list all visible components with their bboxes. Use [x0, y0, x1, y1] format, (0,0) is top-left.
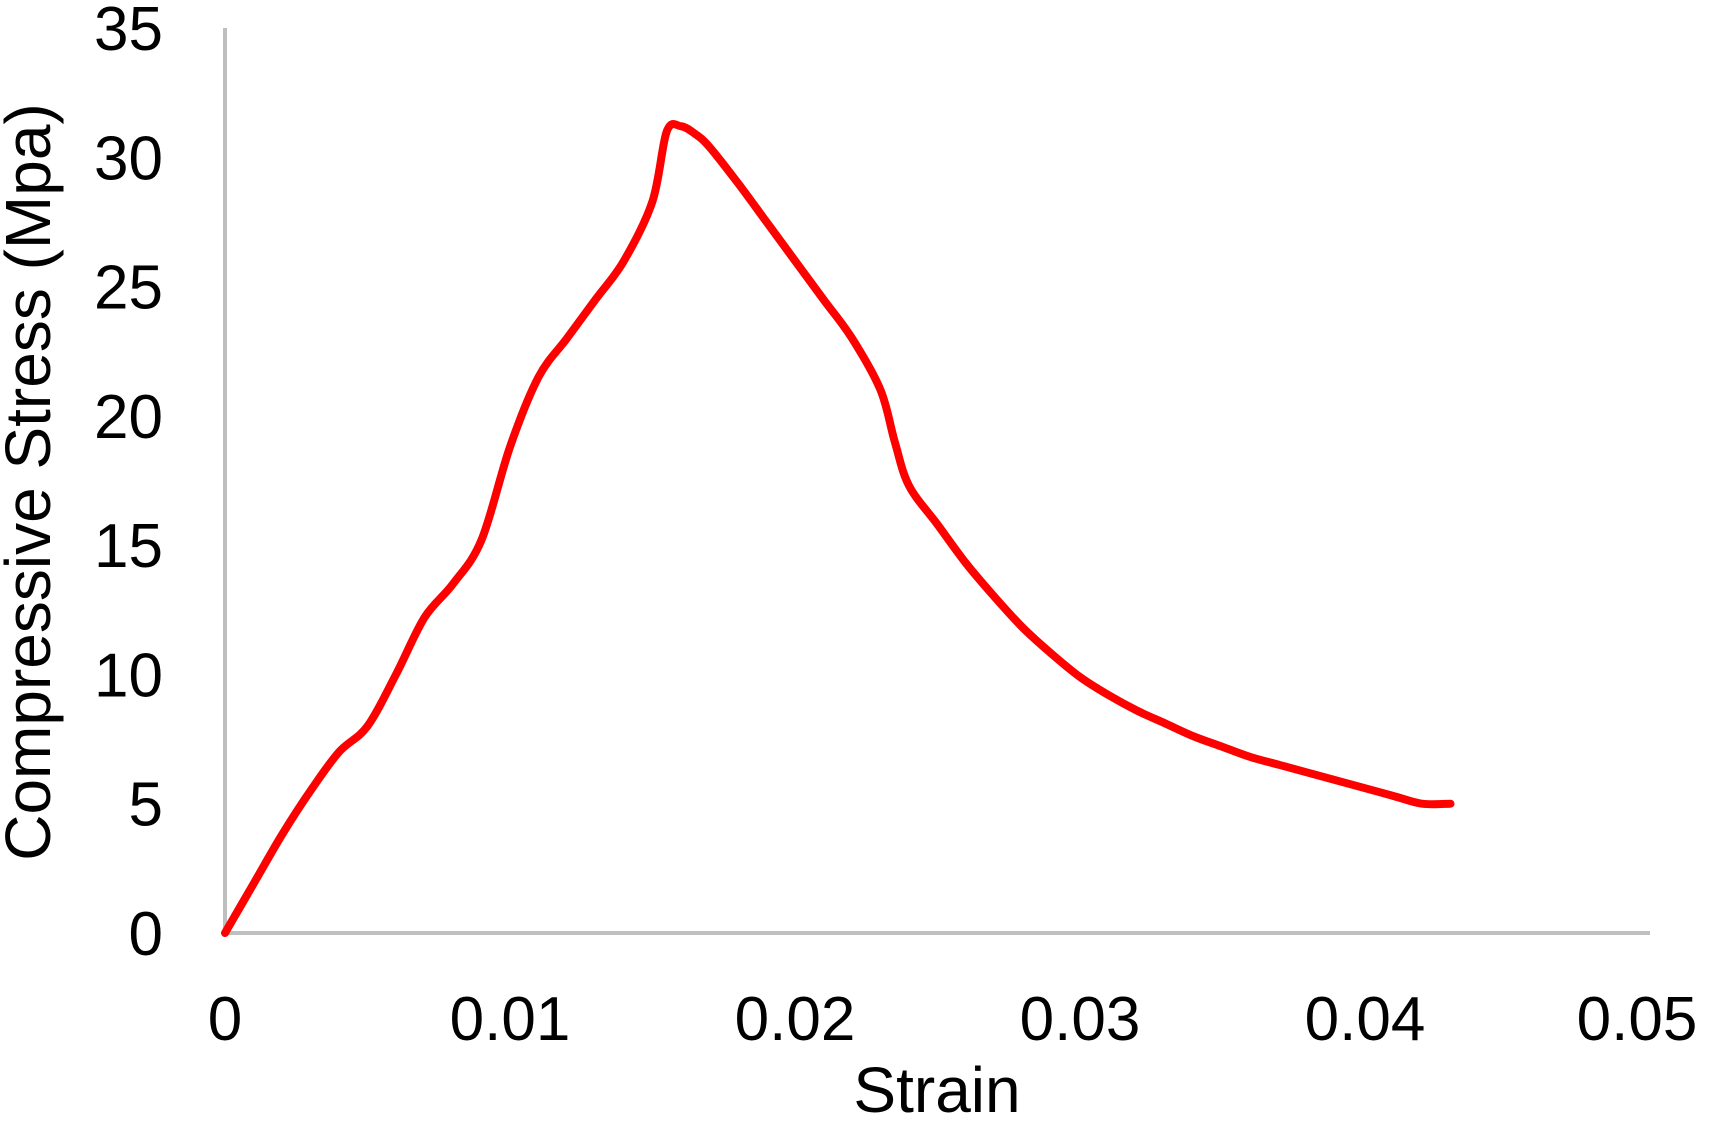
y-tick-label: 30 [94, 124, 163, 193]
y-tick-label: 25 [94, 254, 163, 323]
y-axis-title: Compressive Stress (Mpa) [0, 103, 64, 861]
x-tick-label: 0.05 [1577, 985, 1698, 1054]
y-tick-label: 10 [94, 641, 163, 710]
y-tick-labels: 0 5 10 15 20 25 30 35 [94, 0, 163, 969]
x-tick-label: 0.03 [1020, 985, 1141, 1054]
y-tick-label: 35 [94, 0, 163, 64]
x-tick-label: 0.01 [450, 985, 571, 1054]
x-tick-label: 0.04 [1305, 985, 1426, 1054]
series-line-compressive-stress [221, 120, 1455, 937]
x-axis-title: Strain [853, 1054, 1020, 1126]
x-tick-labels: 0 0.01 0.02 0.03 0.04 0.05 [208, 985, 1698, 1054]
x-tick-label: 0.02 [735, 985, 856, 1054]
x-tick-label: 0 [208, 985, 242, 1054]
series-layer [221, 120, 1455, 937]
y-tick-label: 5 [129, 771, 163, 840]
y-tick-label: 0 [129, 900, 163, 969]
axes-layer [223, 28, 1650, 935]
y-tick-label: 15 [94, 512, 163, 581]
y-tick-label: 20 [94, 383, 163, 452]
